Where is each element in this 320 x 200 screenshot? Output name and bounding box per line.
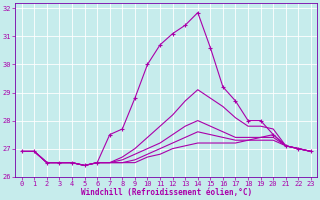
X-axis label: Windchill (Refroidissement éolien,°C): Windchill (Refroidissement éolien,°C) bbox=[81, 188, 252, 197]
